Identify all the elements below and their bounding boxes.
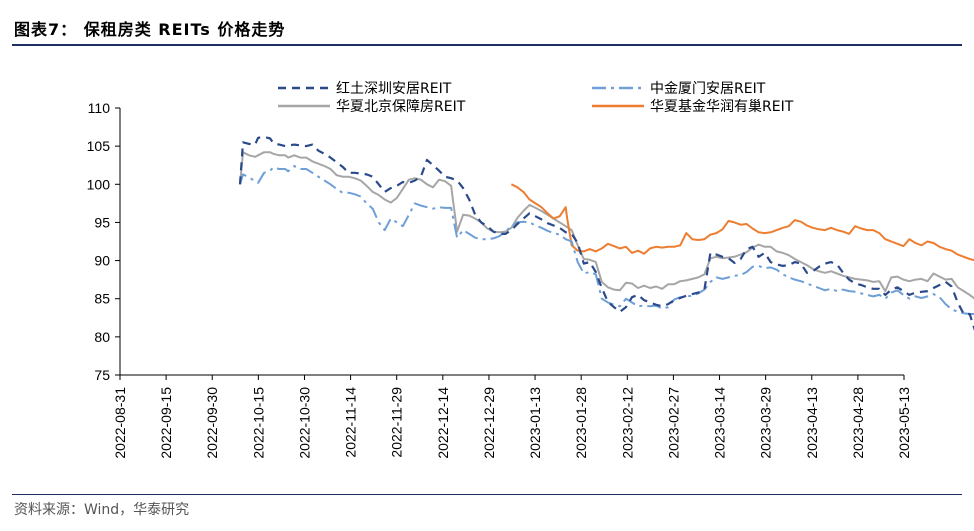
- y-tick-label: 85: [94, 291, 110, 307]
- x-tick-label: 2022-11-29: [389, 387, 405, 458]
- y-tick-label: 80: [94, 329, 110, 345]
- report-header: 图表7： 保租房类 REITs 价格走势: [0, 0, 974, 46]
- y-tick-label: 95: [94, 214, 110, 230]
- x-tick-label: 2022-09-30: [204, 387, 220, 459]
- x-tick-label: 2023-01-13: [527, 387, 543, 459]
- y-tick-label: 75: [94, 367, 110, 383]
- x-tick-label: 2022-10-15: [250, 387, 266, 459]
- x-tick-label: 2022-10-30: [296, 387, 312, 459]
- y-tick-label: 105: [87, 138, 111, 154]
- legend-label: 华夏基金华润有巢REIT: [650, 98, 794, 115]
- y-tick-label: 100: [87, 176, 111, 192]
- x-tick-label: 2022-12-29: [481, 387, 497, 459]
- series-line: [239, 151, 974, 300]
- footer-rule: [12, 494, 962, 495]
- x-tick-label: 2022-11-14: [343, 387, 359, 458]
- y-tick-label: 110: [88, 100, 111, 116]
- legend-label: 红土深圳安居REIT: [336, 81, 452, 97]
- series-line: [239, 165, 974, 315]
- x-tick-label: 2023-04-28: [850, 387, 866, 459]
- x-tick-label: 2023-04-13: [804, 387, 820, 459]
- series-line: [510, 183, 974, 262]
- x-tick-label: 2023-03-29: [758, 387, 774, 459]
- x-tick-label: 2022-12-14: [435, 387, 451, 459]
- x-tick-label: 2023-02-27: [665, 387, 681, 459]
- legend-label: 中金厦门安居REIT: [650, 81, 766, 97]
- x-tick-label: 2023-01-28: [573, 387, 589, 459]
- x-tick-label: 2023-05-13: [896, 387, 912, 459]
- source-note: 资料来源：Wind，华泰研究: [14, 502, 190, 518]
- x-tick-label: 2023-02-12: [619, 387, 635, 459]
- series-line: [238, 135, 974, 331]
- x-tick-label: 2023-03-14: [712, 387, 728, 459]
- x-tick-label: 2022-09-15: [158, 387, 174, 459]
- figure-title: 图表7： 保租房类 REITs 价格走势: [14, 20, 286, 39]
- legend-label: 华夏北京保障房REIT: [336, 99, 466, 115]
- y-tick-label: 90: [94, 253, 110, 269]
- title-rule: [12, 44, 962, 46]
- x-tick-label: 2022-08-31: [112, 387, 128, 459]
